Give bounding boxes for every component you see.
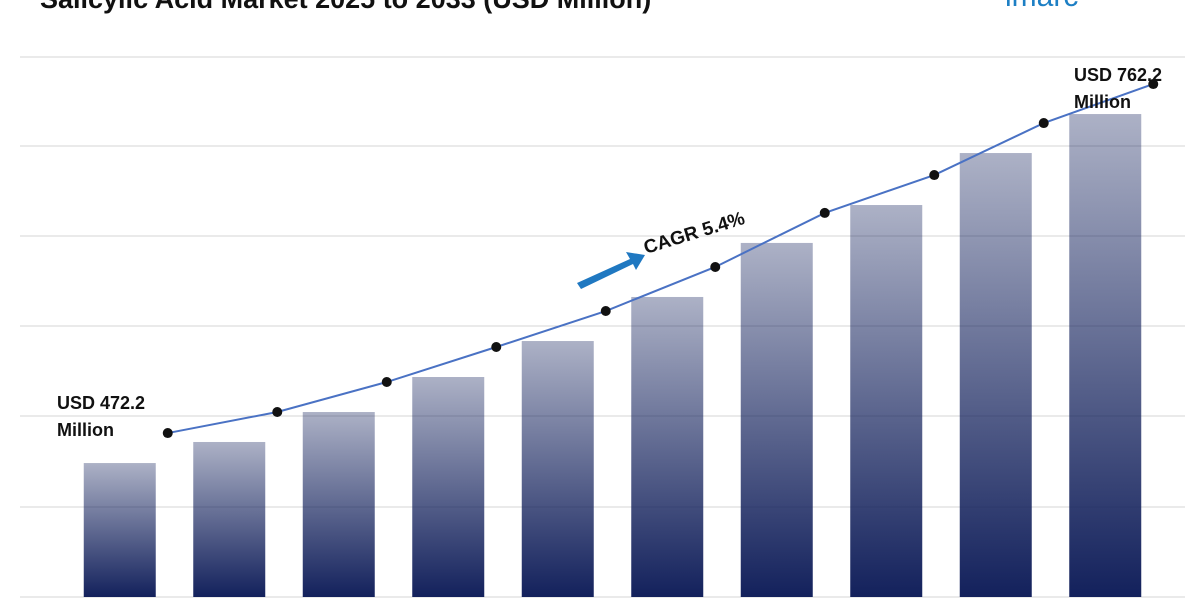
- start-label: USD 472.2 Million: [57, 393, 146, 440]
- trend-point: [710, 261, 721, 272]
- cagr-label: CAGR 5.4%: [641, 208, 747, 259]
- chart-title: Salicylic Acid Market 2025 to 2033 (USD …: [40, 0, 651, 14]
- trend-point: [381, 377, 392, 388]
- end-label: USD 762.2 Million: [1074, 65, 1163, 112]
- bar: [83, 463, 156, 597]
- trend-point: [491, 342, 502, 353]
- bar: [740, 242, 813, 598]
- trend-point: [1038, 118, 1049, 129]
- bar: [850, 205, 923, 597]
- trend-point: [162, 428, 173, 439]
- bar: [193, 441, 266, 597]
- bar: [302, 412, 375, 597]
- bar: [631, 296, 704, 597]
- bar: [1069, 114, 1142, 597]
- trend-point: [600, 306, 611, 317]
- bar: [959, 153, 1032, 597]
- cagr-arrow: [577, 252, 645, 289]
- trend-line: [167, 83, 1154, 435]
- trend-point: [272, 406, 283, 417]
- bar: [521, 341, 594, 597]
- logo: imarc: [1005, 0, 1078, 13]
- trend-point: [929, 170, 940, 181]
- trend-point: [1148, 79, 1159, 90]
- bar: [412, 377, 485, 597]
- trend-point: [819, 207, 830, 218]
